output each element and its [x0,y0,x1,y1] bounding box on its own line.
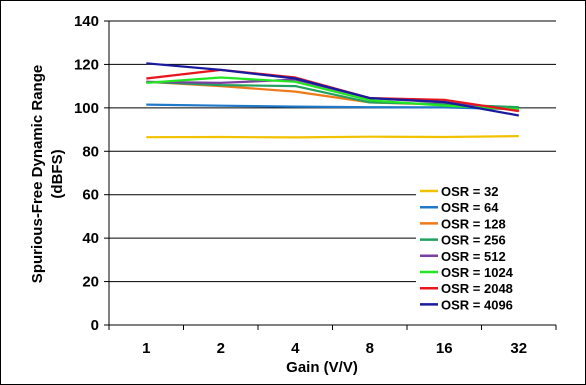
y-tick-label: 120 [74,56,99,73]
legend-background [416,179,556,317]
y-tick-label: 60 [82,187,99,204]
legend-label: OSR = 32 [441,184,498,199]
series-line-osr-4096 [146,62,519,117]
tick-labels: 0 20 40 60 80 100 120 140 1 2 4 8 16 32 [74,13,527,357]
x-tick-label: 1 [142,340,150,357]
y-tick-label: 40 [82,230,99,247]
x-tick-label: 16 [436,340,453,357]
x-tick-label: 32 [510,340,527,357]
x-tick-label: 2 [217,340,225,357]
legend-label: OSR = 512 [441,249,506,264]
y-tick-label: 20 [82,274,99,291]
series-line-osr-64 [146,103,519,111]
legend-label: OSR = 256 [441,233,506,248]
y-axis-title-line-1: Spurious-Free Dynamic Range [29,65,46,283]
legend-label: OSR = 64 [441,200,499,215]
x-tick-label: 4 [291,340,300,357]
legend-label: OSR = 2048 [441,281,513,296]
y-tick-label: 80 [82,143,99,160]
y-axis-title-line-2: (dBFS) [49,149,66,198]
y-tick-label: 100 [74,100,99,117]
x-tick-label: 8 [366,340,374,357]
x-axis-title: Gain (V/V) [286,359,358,376]
legend-label: OSR = 4096 [441,297,513,312]
series-lines [146,62,519,139]
series-line-osr-1024 [146,76,519,111]
legend-label: OSR = 128 [441,216,506,231]
series-line-osr-32 [146,135,519,139]
legend-label: OSR = 1024 [441,265,514,280]
y-tick-label: 140 [74,13,99,30]
axes [104,20,557,330]
y-tick-label: 0 [91,317,99,334]
